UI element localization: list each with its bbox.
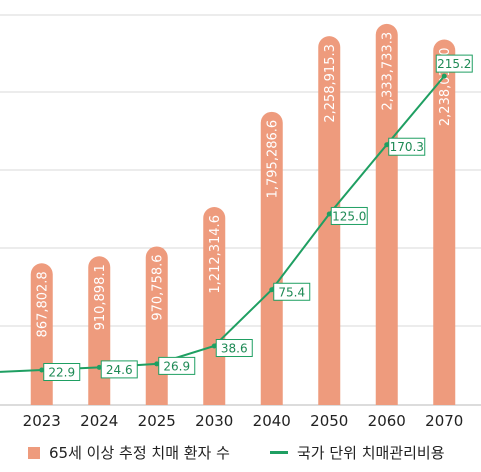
line-point-2040 xyxy=(269,287,275,293)
x-tick-label-2050: 2050 xyxy=(310,412,348,430)
legend-line-swatch xyxy=(270,451,288,454)
line-point-2025 xyxy=(154,361,160,367)
legend-bar-label: 65세 이상 추정 치매 환자 수 xyxy=(49,444,230,462)
line-point-2024 xyxy=(96,364,102,370)
bar-value-label-2040: 1,795,286.6 xyxy=(266,120,281,199)
line-point-2060 xyxy=(384,142,390,148)
x-tick-label-2070: 2070 xyxy=(425,412,463,430)
bar-value-label-2030: 1,212,314.6 xyxy=(208,215,223,294)
line-label-box-2024 xyxy=(100,360,138,379)
legend: 65세 이상 추정 치매 환자 수 국가 단위 치매관리비용 xyxy=(0,440,481,464)
line-point-2050 xyxy=(326,211,332,217)
line-label-box-2030 xyxy=(215,339,253,358)
line-label-box-2070 xyxy=(435,54,473,73)
line-value-label-2050: 125.0 xyxy=(332,209,366,223)
line-value-label-2030: 38.6 xyxy=(221,342,248,356)
legend-bar-swatch xyxy=(28,446,40,459)
line-value-label-2025: 26.9 xyxy=(163,359,190,373)
line-value-label-2040: 75.4 xyxy=(278,285,305,299)
line-point-2023 xyxy=(39,367,45,373)
line-label-box-2040 xyxy=(273,282,311,301)
line-value-label-2060: 170.3 xyxy=(390,140,424,154)
x-tick-label-2025: 2025 xyxy=(138,412,176,430)
x-tick-label-2040: 2040 xyxy=(253,412,291,430)
line-label-box-2060 xyxy=(388,137,426,156)
x-tick-label-2060: 2060 xyxy=(368,412,406,430)
line-label-box-2023 xyxy=(43,363,81,382)
line-label-box-2050 xyxy=(330,206,368,225)
line-value-label-2024: 24.6 xyxy=(106,363,133,377)
legend-item-line: 국가 단위 치매관리비용 xyxy=(270,442,445,463)
x-tick-label-2030: 2030 xyxy=(195,412,233,430)
bar-value-label-2024: 910,898.1 xyxy=(93,264,108,330)
bar-value-label-2050: 2,258,915.3 xyxy=(323,44,338,123)
bar-2050 xyxy=(318,36,341,406)
x-tick-label-2023: 2023 xyxy=(23,412,61,430)
bar-2040 xyxy=(260,111,283,405)
line-point-2030 xyxy=(211,343,217,349)
line-point-2070 xyxy=(441,73,447,79)
bar-value-label-2023: 867,802.8 xyxy=(36,271,51,337)
dementia-chart: 867,802.8 910,898.1 970,758.6 1,212,314.6 1,… xyxy=(0,14,481,430)
bar-2060 xyxy=(375,23,398,406)
line-label-box-2025 xyxy=(158,356,196,375)
legend-item-bars: 65세 이상 추정 치매 환자 수 xyxy=(28,442,230,463)
line-value-label-2023: 22.9 xyxy=(48,366,75,380)
bar-2070 xyxy=(433,39,456,406)
line-value-label-2070: 215.2 xyxy=(437,57,471,71)
bar-value-label-2060: 2,333,733.3 xyxy=(381,32,396,111)
legend-line-label: 국가 단위 치매관리비용 xyxy=(297,444,445,462)
x-tick-label-2024: 2024 xyxy=(80,412,118,430)
bar-value-label-2025: 970,758.6 xyxy=(151,254,166,320)
